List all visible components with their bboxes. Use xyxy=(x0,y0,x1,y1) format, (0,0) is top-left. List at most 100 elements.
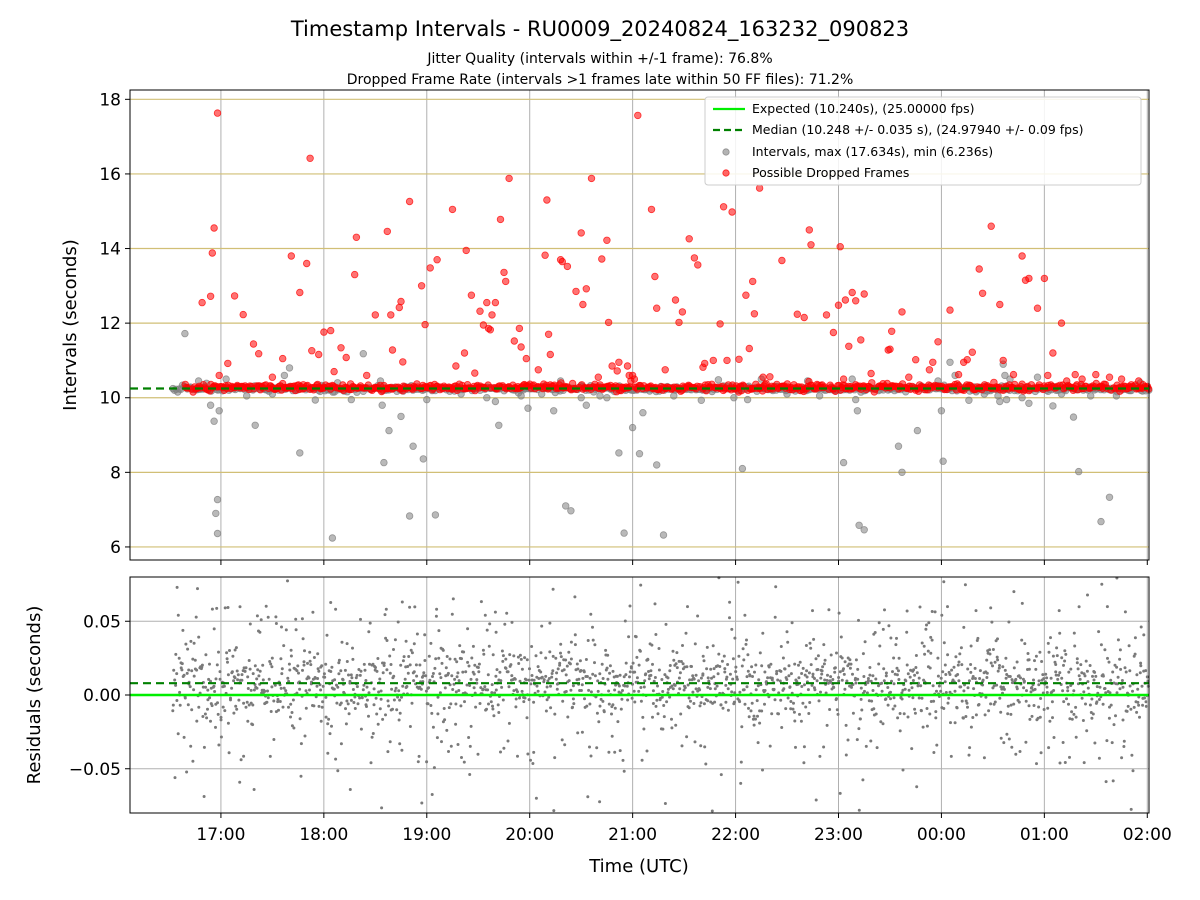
residual-point xyxy=(652,679,656,683)
residual-point xyxy=(900,697,904,701)
residual-point xyxy=(352,701,356,704)
residual-point xyxy=(805,675,809,679)
residual-point xyxy=(913,707,917,711)
residual-point xyxy=(1097,756,1101,760)
residual-point xyxy=(597,720,601,724)
residual-point xyxy=(686,683,690,687)
residual-point xyxy=(549,684,552,688)
residual-point xyxy=(649,673,653,677)
residual-point xyxy=(445,728,449,732)
residual-point xyxy=(892,682,896,686)
residual-point xyxy=(964,715,968,718)
residual-point xyxy=(333,678,337,682)
residual-point xyxy=(822,643,826,647)
residual-point xyxy=(681,644,684,647)
residual-point xyxy=(312,656,316,659)
residual-point xyxy=(399,663,403,667)
residual-point xyxy=(289,702,293,706)
residual-point xyxy=(889,636,893,640)
dropped-frame-point xyxy=(987,222,995,230)
residual-point xyxy=(950,668,954,672)
residual-point xyxy=(479,600,483,604)
residual-point xyxy=(713,687,717,691)
residual-point xyxy=(799,719,803,723)
residual-point xyxy=(251,723,255,727)
residual-point xyxy=(731,657,735,661)
residual-point xyxy=(859,697,863,701)
residual-point xyxy=(751,675,754,678)
residuals-y-axis-label: Residuals (seconds) xyxy=(24,606,45,785)
residual-point xyxy=(266,615,270,619)
residual-point xyxy=(491,653,495,657)
interval-point xyxy=(213,495,222,504)
residual-point xyxy=(389,663,393,666)
residual-point xyxy=(238,780,242,784)
residual-point xyxy=(287,705,290,709)
residual-point xyxy=(326,751,330,755)
residual-point xyxy=(685,665,689,669)
residual-point xyxy=(303,649,306,653)
residual-point xyxy=(216,712,220,716)
dropped-frame-point xyxy=(255,350,263,358)
residual-point xyxy=(214,725,217,729)
residual-point xyxy=(1064,652,1068,656)
residual-point xyxy=(323,675,327,679)
residual-point xyxy=(578,659,582,663)
residual-point xyxy=(540,675,544,679)
residual-point xyxy=(516,655,520,659)
residual-point xyxy=(987,709,991,713)
residual-point xyxy=(367,714,370,718)
residual-point xyxy=(1042,677,1046,681)
residual-point xyxy=(865,691,869,695)
residual-point xyxy=(619,707,623,711)
residual-point xyxy=(209,719,212,723)
dropped-frame-point xyxy=(471,369,479,377)
residual-point xyxy=(362,683,366,687)
residual-point xyxy=(561,699,565,703)
residual-point xyxy=(524,678,528,682)
interval-point xyxy=(965,396,973,404)
interval-point xyxy=(495,421,503,429)
dropped-frame-point xyxy=(807,241,815,249)
dropped-frame-point xyxy=(613,367,621,375)
residual-point xyxy=(800,672,804,675)
residual-point xyxy=(191,759,195,763)
interval-point xyxy=(860,526,868,534)
residual-point xyxy=(430,711,434,715)
dropped-frame-point xyxy=(388,346,397,354)
residual-point xyxy=(507,685,511,689)
residual-point xyxy=(913,711,917,715)
interval-point xyxy=(378,401,386,409)
dropped-frame-point xyxy=(1071,370,1079,379)
residual-point xyxy=(186,647,190,651)
residual-point xyxy=(1026,652,1030,655)
residual-point xyxy=(582,670,586,674)
dropped-frame-point xyxy=(1044,371,1052,380)
residual-point xyxy=(1045,685,1049,689)
residual-point xyxy=(554,656,558,660)
residual-point xyxy=(229,698,232,702)
residual-point xyxy=(375,669,379,673)
residual-point xyxy=(225,657,229,661)
legend-intervals-marker xyxy=(722,148,730,156)
residual-point xyxy=(423,633,427,637)
residual-point xyxy=(454,690,458,694)
residual-point xyxy=(412,642,416,646)
residual-point xyxy=(1144,669,1148,673)
residual-point xyxy=(1075,661,1079,665)
residual-point xyxy=(367,630,371,634)
residual-point xyxy=(287,662,291,666)
residual-point xyxy=(772,687,776,691)
residual-point xyxy=(1035,762,1038,766)
residual-point xyxy=(1057,609,1061,613)
residual-point xyxy=(1027,704,1031,708)
residual-point xyxy=(956,673,960,676)
residual-point xyxy=(337,661,341,665)
residual-point xyxy=(420,801,424,805)
residual-point xyxy=(222,684,226,688)
residual-point xyxy=(651,702,655,705)
dropped-frame-point xyxy=(558,257,566,266)
residual-point xyxy=(734,670,738,674)
interval-point xyxy=(210,417,218,425)
x-tick-label: 01:00 xyxy=(1020,825,1069,845)
